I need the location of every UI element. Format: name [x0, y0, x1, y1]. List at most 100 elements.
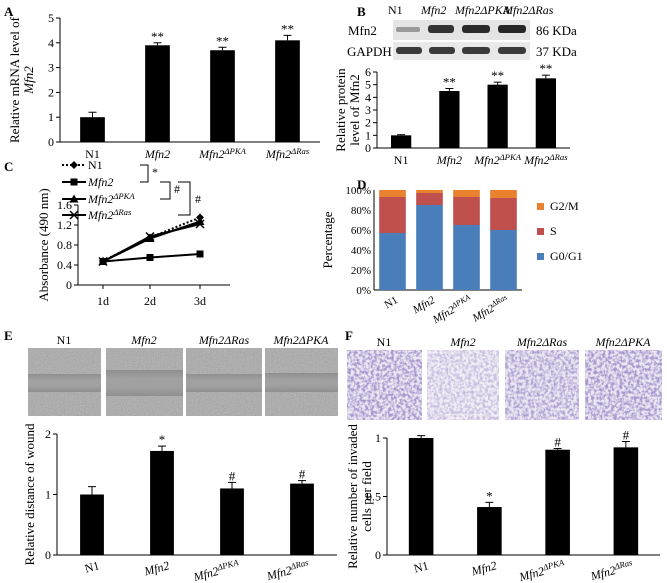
x-tick-label: 1d [97, 294, 109, 308]
data-point [146, 254, 154, 261]
blot-lane-label: Mfn2ΔRas [502, 3, 554, 17]
category-label: Mfn2 [469, 558, 498, 578]
y-axis-label: Absorbance (490 nm) [36, 188, 51, 301]
stacked-segment [490, 230, 517, 290]
y-tick-label: 3 [48, 61, 54, 75]
significance-mark: # [174, 182, 180, 196]
legend-label: S [550, 224, 557, 238]
wound-image [186, 348, 262, 416]
significance-mark: * [486, 488, 493, 503]
category-label: Mfn2ΔPKA [191, 557, 242, 583]
legend-swatch [537, 253, 544, 260]
category-label: N1 [412, 558, 430, 575]
x-tick-label: 3d [194, 294, 206, 308]
y-tick-label: 1 [375, 431, 381, 445]
y-tick-label: 1 [45, 488, 51, 502]
chart-d-cell-cycle: 0%20%40%60%80%100%N1 Mfn2Mfn2ΔPKAMfn2ΔRas… [320, 185, 583, 327]
significance-bracket [178, 181, 191, 216]
legend-swatch [537, 203, 544, 210]
blot-band [429, 47, 455, 54]
y-tick-label: 60% [351, 225, 371, 237]
blot-size-label: 37 KDa [536, 44, 577, 59]
panel-letter-c: C [4, 159, 13, 174]
y-tick-label: 0.5 [366, 490, 381, 504]
blot-band [498, 25, 526, 33]
stacked-segment [453, 197, 480, 225]
significance-mark: # [554, 435, 561, 450]
y-tick-label: 0 [66, 278, 72, 292]
bar [275, 40, 300, 142]
stacked-segment [379, 197, 406, 233]
category-label: Mfn2ΔPKA [198, 146, 246, 161]
panel-letter-f: F [345, 328, 353, 343]
blot-lane-label: Mfn2ΔPKA [454, 3, 511, 17]
data-point [196, 250, 204, 258]
category-label: Mfn2 [87, 175, 113, 189]
y-axis-label: level of Mfn2 [347, 74, 362, 145]
category-label: N1 [85, 147, 100, 161]
wound-image-label: N1 [57, 333, 72, 347]
significance-mark: ** [151, 29, 164, 44]
data-point [145, 234, 155, 242]
wound-image-label: Mfn2ΔPKA [272, 333, 329, 347]
category-label: Mfn2 [142, 558, 171, 578]
y-tick-label: 0 [375, 548, 381, 562]
invasion-image-label: N1 [377, 335, 392, 349]
category-label: Mfn2ΔRas [87, 207, 132, 222]
y-tick-label: 0 [45, 548, 51, 562]
legend-marker [69, 210, 79, 220]
significance-mark: ** [443, 74, 456, 89]
significance-mark: # [195, 192, 201, 206]
y-tick-label: 0 [48, 135, 54, 149]
y-tick-label: 4 [48, 36, 54, 50]
wound-images: N1 Mfn2 Mfn2ΔRas Mfn2ΔPKA [28, 333, 338, 416]
blot-band [396, 27, 420, 32]
category-label: Mfn2 [436, 153, 462, 167]
bar [477, 507, 502, 555]
data-point [98, 256, 108, 267]
legend-swatch [537, 228, 544, 235]
y-tick-label: 1.6 [57, 198, 72, 212]
bar [290, 483, 314, 555]
panel-letter-e: E [4, 328, 13, 343]
chart-e-wound: 0 1 2 N1 * Mfn2 # Mfn2ΔPKA # Mfn2ΔRas Relative dis… [22, 423, 337, 583]
stacked-segment [379, 233, 406, 290]
blot-strip-gapdh [393, 42, 530, 60]
legend-marker [70, 161, 78, 169]
stacked-segment [453, 225, 480, 290]
bar [408, 438, 434, 555]
x-tick-label: 2d [144, 294, 156, 308]
bar [220, 488, 244, 555]
bar [150, 450, 174, 555]
y-tick-label: 5 [365, 78, 371, 92]
y-tick-label: 2 [365, 116, 371, 130]
category-label: N1 [83, 558, 101, 575]
y-tick-label: 5 [48, 11, 54, 25]
blot-protein-label: GAPDH [347, 44, 392, 59]
invasion-images: N1 Mfn2 Mfn2ΔRas Mfn2ΔPKA [347, 335, 662, 420]
y-tick-label: 1.2 [57, 218, 72, 232]
invasion-image [427, 350, 499, 420]
blot-band [462, 25, 490, 33]
category-label: Mfn2ΔRas [523, 152, 568, 167]
significance-mark: * [152, 165, 158, 179]
bar [145, 45, 170, 142]
invasion-image [585, 350, 662, 420]
bar [80, 494, 104, 555]
blot-lane-label: N1 [388, 3, 403, 17]
legend-marker [69, 194, 79, 203]
significance-mark: * [159, 432, 166, 447]
stacked-segment [490, 198, 517, 230]
category-label: N1 [88, 158, 103, 172]
y-axis-label: Relative protein [333, 68, 348, 152]
legend-label: G0/G1 [550, 249, 583, 263]
significance-mark: ** [281, 21, 294, 36]
bar [545, 449, 570, 555]
bar [390, 135, 412, 148]
stacked-segment [453, 190, 480, 197]
y-tick-label: 80% [351, 205, 371, 217]
significance-mark: # [299, 467, 306, 482]
y-axis-label: cells per field [359, 461, 374, 532]
